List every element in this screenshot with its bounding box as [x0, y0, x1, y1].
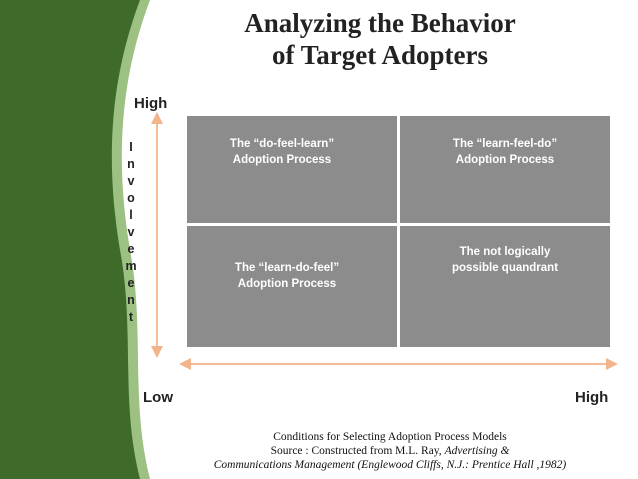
- x-high: High: [575, 389, 609, 406]
- quadrant: The “learn-feel-do” Adoption Process: [400, 116, 610, 223]
- quadrant-line: Adoption Process: [237, 278, 337, 290]
- caption-line: Communications Management (Englewood Cli…: [213, 459, 567, 471]
- caption-text: Source : Constructed from M.L. Ray,: [270, 445, 445, 457]
- caption-line: Source : Constructed from M.L. Ray, Adve…: [150, 445, 630, 457]
- quadrant: The “do-feel-learn” Adoption Process: [187, 116, 397, 223]
- title-line: of Target Adopters: [272, 40, 488, 70]
- quadrant-line: The “do-feel-learn”: [229, 138, 335, 150]
- caption-line: Conditions for Selecting Adoption Proces…: [273, 431, 507, 443]
- caption-italic: Advertising &: [444, 445, 510, 457]
- y-label: Involvement: [124, 140, 138, 327]
- x-low: Low: [143, 389, 173, 406]
- title-line: Analyzing the Behavior: [244, 8, 516, 38]
- quadrant-line: The not logically: [459, 246, 551, 258]
- quadrant: The not logically possible quandrant: [400, 226, 610, 347]
- quadrant-line: Adoption Process: [455, 154, 555, 166]
- quadrant-line: The “learn-feel-do”: [452, 138, 558, 150]
- quadrant: The “learn-do-feel” Adoption Process: [187, 226, 397, 347]
- quadrant-line: Adoption Process: [232, 154, 332, 166]
- quadrant-line: possible quandrant: [451, 262, 559, 274]
- green-band: [0, 0, 140, 479]
- quadrant-line: The “learn-do-feel”: [234, 262, 340, 274]
- y-high: High: [134, 95, 168, 112]
